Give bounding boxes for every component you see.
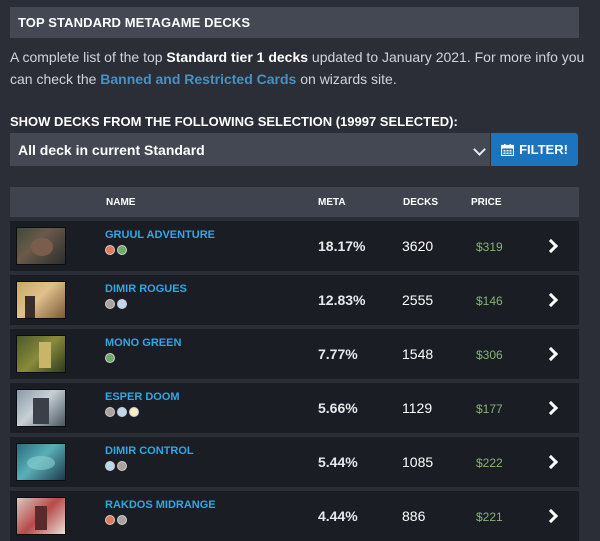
deck-count: 1085 <box>402 454 434 470</box>
deck-art-thumbnail <box>16 443 66 481</box>
meta-percent: 12.83% <box>318 292 366 308</box>
table-row[interactable]: DIMIR CONTROL 5.44% 1085 $222 <box>10 437 579 487</box>
chevron-right-icon[interactable] <box>543 346 559 362</box>
deck-selection-value: All deck in current Standard <box>18 141 205 158</box>
deck-count: 1548 <box>402 346 434 362</box>
column-decks[interactable]: DECKS <box>403 197 439 208</box>
black-mana-icon <box>117 461 127 471</box>
deck-name[interactable]: ESPER DOOM <box>105 391 180 403</box>
deck-art-thumbnail <box>16 497 66 535</box>
deck-art-thumbnail <box>16 281 66 319</box>
mana-symbols <box>105 407 139 417</box>
chevron-down-icon <box>473 143 486 156</box>
red-mana-icon <box>105 245 115 255</box>
deck-art-thumbnail <box>16 335 66 373</box>
table-row[interactable]: MONO GREEN 7.77% 1548 $306 <box>10 329 579 379</box>
deck-price: $319 <box>476 240 503 254</box>
meta-percent: 4.44% <box>318 508 358 524</box>
meta-percent: 5.44% <box>318 454 358 470</box>
banned-restricted-link[interactable]: Banned and Restricted Cards <box>100 71 297 87</box>
deck-price: $177 <box>476 402 503 416</box>
chevron-right-icon[interactable] <box>543 508 559 524</box>
column-meta[interactable]: META <box>318 197 346 208</box>
deck-count: 2555 <box>402 292 434 308</box>
chevron-right-icon[interactable] <box>543 292 559 308</box>
deck-price: $306 <box>476 348 503 362</box>
deck-selection-dropdown[interactable]: All deck in current Standard <box>10 133 490 166</box>
red-mana-icon <box>105 515 115 525</box>
chevron-right-icon[interactable] <box>543 400 559 416</box>
deck-name[interactable]: DIMIR CONTROL <box>105 445 194 457</box>
table-row[interactable]: ESPER DOOM 5.66% 1129 $177 <box>10 383 579 433</box>
column-price[interactable]: PRICE <box>471 197 502 208</box>
mana-symbols <box>105 515 127 525</box>
mana-symbols <box>105 461 127 471</box>
deck-count: 1129 <box>402 400 433 416</box>
mana-symbols <box>105 245 127 255</box>
deck-count: 3620 <box>402 238 434 254</box>
black-mana-icon <box>117 515 127 525</box>
green-mana-icon <box>105 353 115 363</box>
filter-button-label: FILTER! <box>519 142 568 157</box>
deck-name[interactable]: GRUUL ADVENTURE <box>105 229 216 241</box>
black-mana-icon <box>105 299 115 309</box>
meta-percent: 18.17% <box>318 238 366 254</box>
green-mana-icon <box>117 245 127 255</box>
section-title: TOP STANDARD METAGAME DECKS <box>10 7 579 38</box>
deck-name[interactable]: MONO GREEN <box>105 337 182 349</box>
blue-mana-icon <box>117 299 127 309</box>
white-mana-icon <box>129 407 139 417</box>
deck-price: $146 <box>476 294 503 308</box>
deck-art-thumbnail <box>16 227 66 265</box>
column-name[interactable]: NAME <box>106 197 136 208</box>
calendar-icon <box>501 143 515 156</box>
meta-percent: 7.77% <box>318 346 358 362</box>
intro-bold-text: Standard tier 1 decks <box>166 49 309 65</box>
decks-table: NAME META DECKS PRICE GRUUL ADVENTURE 18… <box>10 187 579 541</box>
section-title-text: TOP STANDARD METAGAME DECKS <box>18 15 251 30</box>
blue-mana-icon <box>105 461 115 471</box>
mana-symbols <box>105 353 115 363</box>
intro-text-2: updated to January 2021. For more info y… <box>10 49 585 87</box>
blue-mana-icon <box>117 407 127 417</box>
table-row[interactable]: DIMIR ROGUES 12.83% 2555 $146 <box>10 275 579 325</box>
chevron-right-icon[interactable] <box>543 454 559 470</box>
table-header: NAME META DECKS PRICE <box>10 187 579 217</box>
mana-symbols <box>105 299 127 309</box>
intro-text-1: A complete list of the top <box>10 49 167 65</box>
chevron-right-icon[interactable] <box>543 238 559 254</box>
deck-name[interactable]: DIMIR ROGUES <box>105 283 187 295</box>
deck-name[interactable]: RAKDOS MIDRANGE <box>105 499 216 511</box>
deck-art-thumbnail <box>16 389 66 427</box>
filter-button[interactable]: FILTER! <box>491 133 578 166</box>
meta-percent: 5.66% <box>318 400 358 416</box>
deck-price: $221 <box>476 510 503 524</box>
table-row[interactable]: RAKDOS MIDRANGE 4.44% 886 $221 <box>10 491 579 541</box>
intro-paragraph: A complete list of the top Standard tier… <box>10 46 585 90</box>
deck-price: $222 <box>476 456 503 470</box>
filter-heading: SHOW DECKS FROM THE FOLLOWING SELECTION … <box>10 114 458 129</box>
table-row[interactable]: GRUUL ADVENTURE 18.17% 3620 $319 <box>10 221 579 271</box>
deck-count: 886 <box>402 508 426 524</box>
intro-text-3: on wizards site. <box>296 71 397 87</box>
black-mana-icon <box>105 407 115 417</box>
